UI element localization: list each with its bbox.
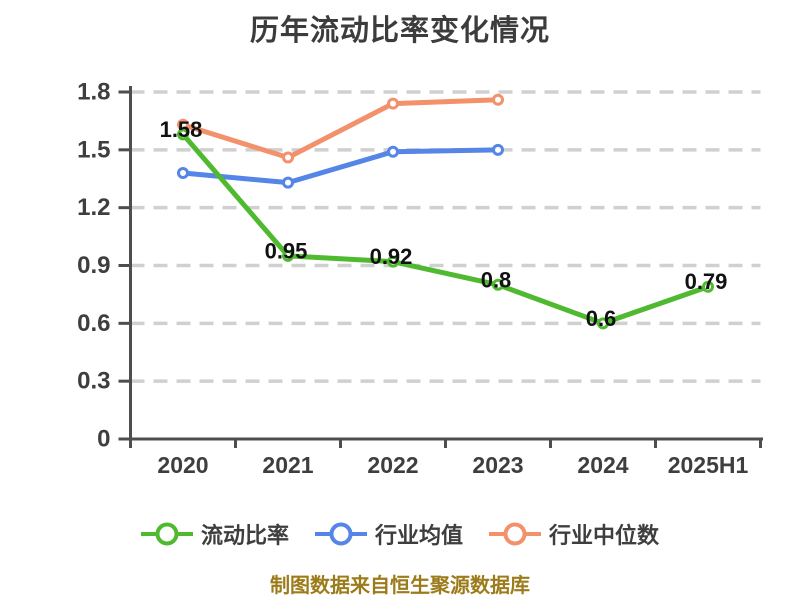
legend-circle xyxy=(329,522,353,546)
data-point[interactable] xyxy=(492,278,504,291)
legend-marker-icon xyxy=(314,522,367,546)
data-point[interactable] xyxy=(282,249,294,262)
data-point[interactable] xyxy=(177,166,189,179)
data-point[interactable] xyxy=(177,128,189,141)
legend-item-行业均值[interactable]: 行业均值 xyxy=(314,518,463,550)
data-point[interactable] xyxy=(387,255,399,268)
legend-marker-icon xyxy=(140,522,193,546)
data-source-note: 制图数据来自恒生聚源数据库 xyxy=(270,575,530,597)
x-axis-label: 2025H1 xyxy=(668,452,749,478)
x-axis-label: 2024 xyxy=(577,452,628,478)
series-line-流动比率 xyxy=(180,131,711,326)
y-axis-tick-label: 1.8 xyxy=(77,79,110,106)
data-point[interactable] xyxy=(387,97,399,110)
legend-label: 行业中位数 xyxy=(549,523,660,548)
data-point[interactable] xyxy=(492,93,504,106)
legend-label: 流动比率 xyxy=(200,523,289,548)
legend-label: 行业均值 xyxy=(374,523,463,548)
x-axis-label: 2023 xyxy=(472,452,523,478)
point-value-label: 0.8 xyxy=(481,267,512,292)
x-axis-label: 2020 xyxy=(157,452,208,478)
point-value-label: 0.92 xyxy=(370,244,413,269)
y-axis-tick-label: 0 xyxy=(97,426,110,453)
data-point[interactable] xyxy=(282,151,294,164)
x-axis-label: 2021 xyxy=(262,452,313,478)
data-point[interactable] xyxy=(282,176,294,189)
chart-title: 历年流动比率变化情况 xyxy=(249,15,550,47)
y-axis-tick-label: 0.9 xyxy=(77,252,110,279)
series-line-行业均值 xyxy=(180,147,501,186)
series-line-行业中位数 xyxy=(180,97,501,161)
point-value-label: 0.6 xyxy=(586,306,617,331)
legend-marker-icon xyxy=(489,522,541,546)
data-point[interactable] xyxy=(387,145,399,158)
point-value-label: 0.79 xyxy=(685,269,728,294)
data-point[interactable] xyxy=(597,317,609,330)
point-value-label: 1.58 xyxy=(160,117,203,142)
data-point[interactable] xyxy=(702,280,714,293)
x-axis-label: 2022 xyxy=(367,452,418,478)
chart-legend: 流动比率 行业均值 行业中位数 xyxy=(0,518,800,550)
y-axis-tick-label: 0.6 xyxy=(77,310,110,337)
y-axis-tick-label: 0.3 xyxy=(77,368,110,395)
legend-item-流动比率[interactable]: 流动比率 xyxy=(140,518,289,550)
legend-item-行业中位数[interactable]: 行业中位数 xyxy=(489,518,659,550)
legend-circle xyxy=(503,522,527,546)
point-value-label: 0.95 xyxy=(265,238,308,263)
y-axis-tick-label: 1.5 xyxy=(77,136,110,163)
chart-plot-area: 0 0.3 0.6 0.9 1.2 1.5 1.8 2020 2021 2022 2023 2024 2… xyxy=(77,79,763,478)
legend-circle xyxy=(155,522,179,546)
data-point[interactable] xyxy=(492,143,504,156)
y-axis-tick-label: 1.2 xyxy=(77,194,110,221)
